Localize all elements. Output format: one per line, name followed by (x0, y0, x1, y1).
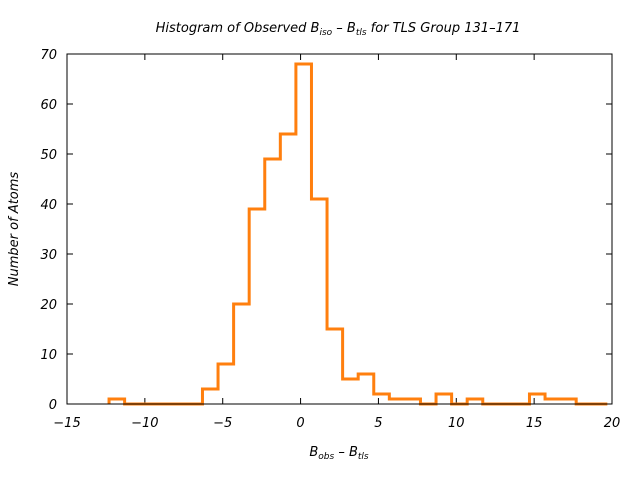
y-tick-label: 20 (40, 298, 57, 313)
y-tick-label: 0 (49, 398, 57, 413)
y-tick-label: 70 (40, 48, 57, 63)
histogram-outline (107, 62, 608, 406)
svg-text:Bobs – Btls: Bobs – Btls (309, 445, 369, 462)
x-tick-label: 10 (448, 416, 465, 431)
x-tick-label: −5 (213, 416, 232, 431)
y-tick-label: 50 (40, 148, 57, 163)
x-tick-label: −10 (131, 416, 158, 431)
axis-tick-labels: −15 −10 −5 0 5 10 15 20 0 10 20 30 40 50 60 70 (40, 48, 620, 431)
x-tick-label: 0 (296, 416, 304, 431)
y-tick-label: 10 (40, 348, 57, 363)
y-axis-label: Number of Atoms (7, 172, 22, 287)
x-axis-label: Bobs – Btls (309, 445, 369, 462)
y-tick-label: 30 (40, 248, 57, 263)
x-tick-label: 5 (374, 416, 382, 431)
x-tick-label: −15 (53, 416, 80, 431)
x-tick-label: 20 (604, 416, 621, 431)
plot-frame (66, 53, 613, 405)
axis-ticks (66, 53, 613, 405)
chart-title: Histogram of Observed Biso – Btls for TL… (156, 21, 521, 38)
y-tick-label: 40 (40, 198, 57, 213)
svg-text:Histogram of Observed Biso – B: Histogram of Observed Biso – Btls for TL… (156, 21, 521, 38)
y-tick-label: 60 (40, 98, 57, 113)
x-tick-label: 15 (526, 416, 543, 431)
